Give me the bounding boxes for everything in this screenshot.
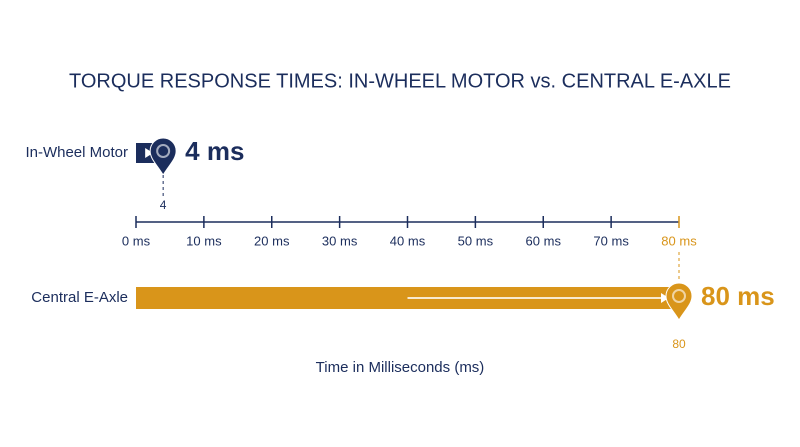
x-tick-label: 60 ms	[526, 233, 562, 248]
bar-arrowhead	[661, 293, 669, 303]
x-tick-label: 10 ms	[186, 233, 222, 248]
x-tick-label: 80 ms	[661, 233, 697, 248]
pin-center	[672, 289, 686, 303]
chart-title: TORQUE RESPONSE TIMES: IN-WHEEL MOTOR vs…	[69, 70, 731, 92]
value-label: 4 ms	[185, 136, 244, 166]
x-tick-label: 50 ms	[458, 233, 494, 248]
value-number: 4	[160, 198, 167, 212]
x-tick-label: 20 ms	[254, 233, 290, 248]
x-axis-title: Time in Milliseconds (ms)	[316, 359, 485, 376]
category-label: In-Wheel Motor	[25, 144, 128, 161]
category-label: Central E-Axle	[31, 289, 128, 306]
pin-center	[156, 144, 171, 158]
x-tick-label: 40 ms	[390, 233, 426, 248]
value-number: 80	[672, 337, 686, 351]
x-tick-label: 30 ms	[322, 233, 358, 248]
x-tick-label: 70 ms	[593, 233, 629, 248]
bar-arrowhead	[145, 148, 154, 158]
x-tick-label: 0 ms	[122, 233, 151, 248]
value-label: 80 ms	[701, 281, 775, 311]
